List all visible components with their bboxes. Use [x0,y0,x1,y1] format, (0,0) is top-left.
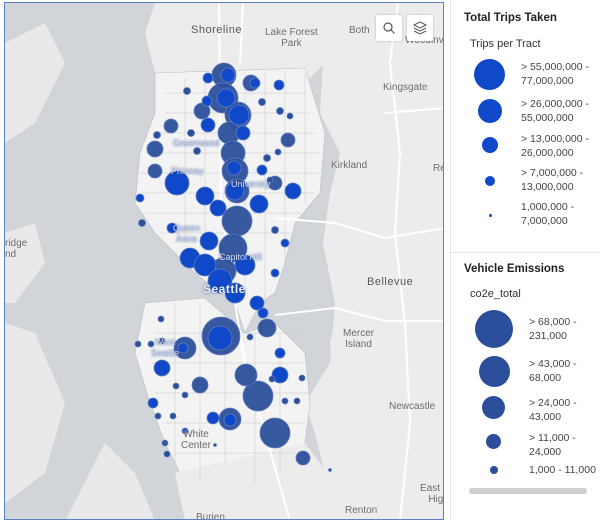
label-renton: Renton [345,505,378,516]
legend-item-emissions: > 24,000 - 43,000 [451,396,600,434]
map-view[interactable]: Shoreline Lake Forest Park Both Woodinvi… [4,2,444,520]
legend-divider [451,252,600,253]
label-queen-anne: Queen Anne [173,223,201,244]
legend-field-trips: Trips per Tract [470,38,541,50]
legend-field-emissions: co2e_total [470,288,521,300]
circle-symbol-icon [490,466,498,474]
circle-symbol-icon [475,310,513,348]
layers-button[interactable] [407,15,433,41]
legend-item-trips: 1,000,000 - 7,000,000 [451,200,600,238]
legend-panel: Total Trips Taken Trips per Tract > 55,0… [450,0,600,520]
legend-item-emissions: 1,000 - 11,000 [451,464,600,504]
label-west-seattle: West Seattle [151,337,180,358]
search-icon [383,22,395,34]
legend-horizontal-scrollbar[interactable] [469,488,587,494]
search-button[interactable] [376,15,402,41]
legend-item-trips: > 26,000,000 - 55,000,000 [451,97,600,135]
label-bainbridge-island: ridge nd [5,238,28,260]
legend-item-trips: > 7,000,000 - 13,000,000 [451,166,600,204]
legend-item-emissions: > 68,000 - 231,000 [451,310,600,348]
circle-symbol-icon [479,356,510,387]
label-east-highlands: East F High [420,483,444,505]
legend-item-trips: > 55,000,000 - 77,000,000 [451,59,600,97]
label-redmond: Re [433,163,443,174]
label-seattle: Seattle [203,282,246,296]
legend-title-trips: Total Trips Taken [464,12,557,24]
label-newcastle: Newcastle [389,401,436,412]
label-bellevue: Bellevue [367,276,414,288]
legend-item-emissions: > 43,000 - 68,000 [451,356,600,394]
circle-symbol-icon [478,99,502,123]
trip-emission-bubbles[interactable] [5,3,444,520]
label-shoreline: Shoreline [191,24,242,36]
label-greenwood: Greenwood [173,138,220,148]
circle-symbol-icon [489,214,492,217]
label-burien: Burien [196,512,225,520]
circle-symbol-icon [485,176,495,186]
label-capitol-hill: Capitol Hill [219,252,263,262]
label-bothell: Both [349,25,370,36]
layers-icon [412,21,428,35]
label-phinney: Phinney [171,166,204,176]
label-white-center: White Center [181,429,212,451]
legend-item-emissions: > 11,000 - 24,000 [451,432,600,470]
circle-symbol-icon [482,137,498,153]
label-lake-forest-park: Lake Forest Park [265,27,318,49]
label-university: University [231,179,271,189]
label-kingsgate: Kingsgate [383,82,428,93]
legend-title-emissions: Vehicle Emissions [464,263,565,275]
legend-item-trips: > 13,000,000 - 26,000,000 [451,132,600,170]
circle-symbol-icon [486,434,501,449]
label-kirkland: Kirkland [331,160,368,171]
label-mercer-island: Mercer Island [343,328,375,350]
circle-symbol-icon [482,396,505,419]
circle-symbol-icon [474,59,505,90]
